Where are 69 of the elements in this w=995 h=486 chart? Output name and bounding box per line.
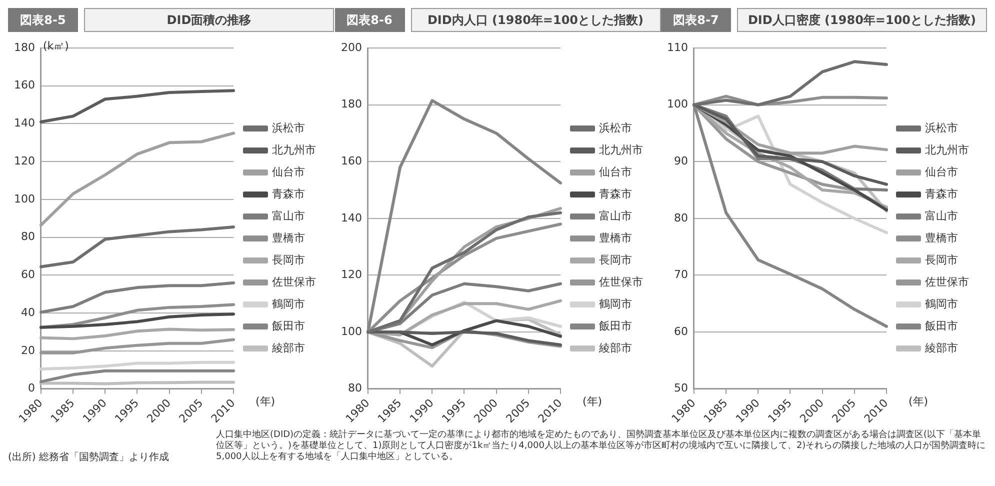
legend-label: 飯田市: [598, 319, 632, 332]
legend-label: 浜松市: [272, 121, 305, 134]
chart-subtitle: 図表8-5: [8, 8, 78, 32]
y-tick-label: 200: [340, 40, 362, 54]
y-tick-label: 0: [28, 382, 35, 395]
legend-label: 北九州市: [272, 143, 316, 156]
y-tick-label: 60: [674, 324, 688, 338]
legend-label: 鶴岡市: [925, 297, 958, 310]
x-axis-title: (年): [908, 395, 928, 408]
y-tick-label: 160: [14, 78, 35, 92]
y-tick-label: 160: [340, 154, 362, 168]
legend-label: 富山市: [598, 209, 632, 222]
legend-label: 長岡市: [925, 253, 958, 266]
y-tick-label: 60: [20, 268, 35, 282]
legend-label: 北九州市: [925, 143, 969, 156]
y-tick-label: 140: [340, 211, 362, 224]
legend-label: 青森市: [598, 187, 632, 200]
legend-label: 長岡市: [598, 253, 632, 266]
y-tick-label: 110: [666, 40, 688, 54]
legend-label: 綾部市: [271, 341, 305, 354]
y-tick-label: 100: [340, 324, 362, 338]
legend-label: 飯田市: [272, 319, 305, 332]
legend-label: 富山市: [925, 209, 958, 222]
x-axis-title: (年): [256, 395, 276, 408]
y-tick-label: 140: [14, 116, 35, 130]
chart-title: DID内人口 (1980年=100とした指数): [410, 8, 660, 32]
legend-label: 佐世保市: [272, 275, 316, 288]
legend-label: 仙台市: [598, 165, 632, 178]
legend-label: 鶴岡市: [272, 297, 305, 310]
legend-label: 豊橋市: [272, 231, 305, 244]
x-axis-title: (年): [582, 395, 602, 408]
legend-label: 青森市: [272, 187, 305, 200]
legend-label: 豊橋市: [925, 231, 958, 244]
text: (出所) 総務省「国勢調査」より作成: [8, 450, 170, 464]
legend-label: 綾部市: [598, 341, 632, 354]
legend-label: 佐世保市: [925, 275, 969, 288]
y-tick-label: 100: [14, 192, 35, 206]
legend-label: 長岡市: [272, 253, 305, 266]
y-tick-label: 120: [340, 268, 362, 282]
legend-label: 青森市: [925, 187, 958, 200]
y-tick-label: 180: [340, 98, 362, 111]
legend-label: 浜松市: [925, 121, 958, 134]
text: 人口集中地区(DID)の定義：統計データに基づいて一定の基準により都市的地域を定めたものであり、国勢調査基本単位区及び基本単位区内に複数の調査区がある場合は調査区(以下「基本単位区等」という。)を基礎単位として、1)原則として人口密度が1k㎡当たり4,000人以上の基本単位区等が市区町村の境域内で互いに隣接して、2)それらの隣接した地域の人口が国勢調査時に5,000人以上を有する地域を「人口集中地区」としている。: [216, 430, 987, 464]
legend-label: 富山市: [272, 209, 305, 222]
y-tick-label: 20: [20, 344, 35, 357]
y-tick-label: 50: [674, 382, 688, 395]
y-tick-label: 80: [674, 211, 688, 224]
legend-label: 豊橋市: [598, 231, 632, 244]
y-tick-label: 120: [14, 154, 35, 168]
y-tick-label: 90: [674, 154, 688, 168]
legend-label: 浜松市: [598, 121, 632, 134]
legend-label: 綾部市: [924, 341, 958, 354]
legend-label: 仙台市: [272, 165, 305, 178]
legend-label: 北九州市: [598, 143, 642, 156]
y-axis-title: (k㎡): [42, 39, 69, 52]
y-tick-label: 180: [14, 40, 35, 54]
legend-label: 仙台市: [925, 165, 958, 178]
chart-subtitle: 図表8-7: [661, 8, 731, 32]
chart-title: DID人口密度 (1980年=100とした指数): [737, 8, 987, 32]
legend-label: 佐世保市: [598, 275, 642, 288]
chart-title: DID面積の推移: [84, 8, 334, 32]
y-tick-label: 80: [20, 230, 35, 244]
y-tick-label: 80: [347, 382, 362, 395]
legend-label: 鶴岡市: [598, 297, 632, 310]
y-tick-label: 40: [20, 306, 35, 319]
y-tick-label: 100: [666, 98, 688, 111]
y-tick-label: 70: [674, 268, 688, 282]
legend-label: 飯田市: [925, 319, 958, 332]
chart-subtitle: 図表8-6: [334, 8, 404, 32]
